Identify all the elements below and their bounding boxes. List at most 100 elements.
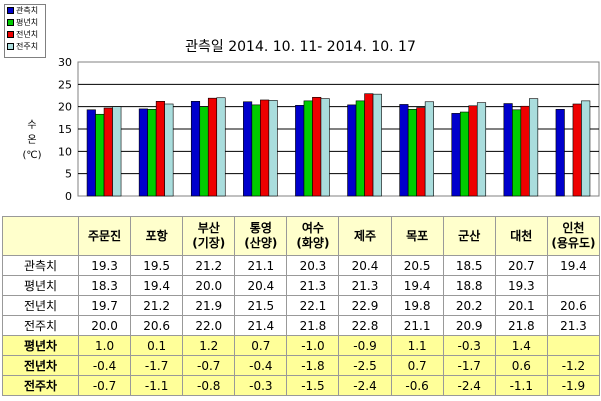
table-cell: 0.7 <box>390 355 444 376</box>
bar <box>407 109 417 197</box>
column-header-line: (산양) <box>244 236 278 250</box>
table-cell: 20.5 <box>390 255 444 276</box>
row-header: 평년치 <box>2 275 79 296</box>
bar <box>320 98 330 197</box>
table-row: 평년치 18.3 19.4 20.0 20.4 21.3 21.3 19.4 18.8 19.3 <box>2 275 601 296</box>
bar <box>112 106 122 197</box>
table-cell: -0.7 <box>77 375 132 396</box>
column-header-line: 군산 <box>458 228 481 243</box>
table-row: 전년치 19.7 21.2 21.9 21.5 22.1 22.9 19.8 20.2 20.1 2… <box>2 295 601 316</box>
bar <box>95 113 105 197</box>
bar <box>459 111 470 197</box>
bar <box>190 101 201 197</box>
table-cell: 20.4 <box>338 255 392 276</box>
table-cell: 22.0 <box>182 315 236 336</box>
legend-item-last-week: 전주치 <box>7 42 38 52</box>
table-cell <box>546 335 601 356</box>
table-cell: 20.0 <box>77 315 132 336</box>
table-cell: 0.1 <box>130 335 184 356</box>
table-cell: 19.4 <box>130 275 184 296</box>
legend-item-last-year: 전년치 <box>7 30 38 40</box>
table-row: 평년차 1.0 0.1 1.2 0.7 -1.0 -0.9 1.1 -0.3 1.4 <box>2 335 601 356</box>
y-tick-label: 5 <box>65 168 72 181</box>
bar <box>216 97 226 197</box>
bar <box>260 99 270 197</box>
table-cell: 21.1 <box>390 315 444 336</box>
table-cell: -1.8 <box>286 355 340 376</box>
table-cell: -0.3 <box>442 335 496 356</box>
column-header-line: 여수 <box>301 221 324 235</box>
table-cell: 20.6 <box>546 295 601 316</box>
table-cell: 21.8 <box>494 315 548 336</box>
bar <box>138 108 148 197</box>
table-cell: 1.4 <box>494 335 548 356</box>
bar <box>347 104 357 197</box>
table-cell: 19.3 <box>77 255 132 276</box>
column-header-line: (화양) <box>296 236 330 250</box>
table-cell: 21.9 <box>182 295 236 316</box>
table-cell: 18.5 <box>442 255 496 276</box>
bar <box>199 106 209 197</box>
bars <box>86 93 591 197</box>
table-cell: -1.7 <box>442 355 496 376</box>
table-cell: -1.1 <box>494 375 548 396</box>
column-header-line: 목포 <box>406 228 429 243</box>
table-cell: -0.4 <box>77 355 132 376</box>
table-cell: 18.3 <box>77 275 132 296</box>
table-cell: 19.5 <box>130 255 184 276</box>
data-table: 주문진 포항 부산 (기장) 통영 (산양) 여수 (화양) 제주 목포 군산 대천 인천 (용유도) 관측… <box>2 216 601 396</box>
table-cell: 19.4 <box>546 255 601 276</box>
table-header-row: 주문진 포항 부산 (기장) 통영 (산양) 여수 (화양) 제주 목포 군산 대천 인천 (용유도) <box>2 216 601 256</box>
table-cell: 21.4 <box>234 315 288 336</box>
bar <box>155 101 165 197</box>
bar <box>468 105 478 197</box>
y-tick-label: 30 <box>58 56 72 69</box>
y-axis-label-line: 수 <box>27 120 37 131</box>
legend-label: 관측치 <box>16 6 39 15</box>
table-cell: 1.0 <box>77 335 132 356</box>
row-header: 전년치 <box>2 295 79 316</box>
table-cell: 21.2 <box>130 295 184 316</box>
bar <box>399 104 409 197</box>
table-row: 관측치 19.3 19.5 21.2 21.1 20.3 20.4 20.5 18.5 20.7 1… <box>2 255 601 276</box>
column-header: 대천 <box>494 216 548 256</box>
table-cell: -1.1 <box>130 375 184 396</box>
table-cell: 19.8 <box>390 295 444 316</box>
column-header: 제주 <box>338 216 392 256</box>
bar <box>268 100 278 197</box>
table-cell: 21.3 <box>546 315 601 336</box>
row-header: 전년차 <box>2 355 79 376</box>
legend-swatch <box>7 19 14 26</box>
table-cell: 21.3 <box>338 275 392 296</box>
y-axis-label: 수 온 (℃) <box>20 118 44 163</box>
table-cell: -0.4 <box>234 355 288 376</box>
chart-title: 관측일 2014. 10. 11- 2014. 10. 17 <box>185 39 416 55</box>
bar <box>424 101 434 197</box>
bar <box>529 98 539 197</box>
column-header-line: 부산 <box>197 221 220 235</box>
bar <box>207 97 218 197</box>
table-cell: 19.7 <box>77 295 132 316</box>
bar <box>295 105 305 197</box>
column-header-line: 인천 <box>562 221 585 235</box>
table-cell: 22.9 <box>338 295 392 316</box>
table-cell: 21.2 <box>182 255 236 276</box>
y-axis-label-line: (℃) <box>22 150 42 161</box>
legend-swatch <box>7 7 14 14</box>
table-row: 전주차 -0.7 -1.1 -0.8 -0.3 -1.5 -2.4 -0.6 -2.4 -1.1-… <box>2 375 601 396</box>
column-header-line: 대천 <box>510 228 533 243</box>
bar <box>355 100 365 197</box>
table-cell: 21.3 <box>286 275 340 296</box>
column-header-line: 제주 <box>353 228 377 243</box>
bar <box>86 109 96 197</box>
bar <box>312 96 322 197</box>
table-cell: -1.7 <box>130 355 184 376</box>
table-cell: 21.5 <box>234 295 288 316</box>
row-header: 전주치 <box>2 315 79 336</box>
legend-label: 전년치 <box>16 30 39 39</box>
bar <box>512 109 522 197</box>
table-cell: 20.4 <box>234 275 288 296</box>
bar <box>147 109 157 197</box>
table-row: 전주치 20.0 20.6 22.0 21.4 21.8 22.8 21.1 20.9 21.8 2… <box>2 315 601 336</box>
table-cell: -1.2 <box>546 355 601 376</box>
